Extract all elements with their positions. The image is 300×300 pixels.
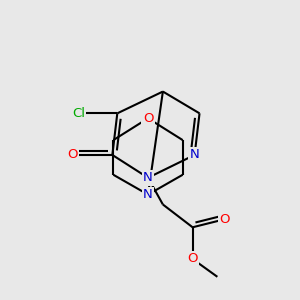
Text: O: O	[68, 148, 78, 161]
Text: N: N	[143, 171, 153, 184]
Text: O: O	[219, 213, 230, 226]
Text: O: O	[143, 112, 153, 125]
Text: O: O	[188, 253, 198, 266]
Text: N: N	[190, 148, 200, 161]
Text: N: N	[143, 188, 153, 201]
Text: Cl: Cl	[72, 107, 85, 120]
